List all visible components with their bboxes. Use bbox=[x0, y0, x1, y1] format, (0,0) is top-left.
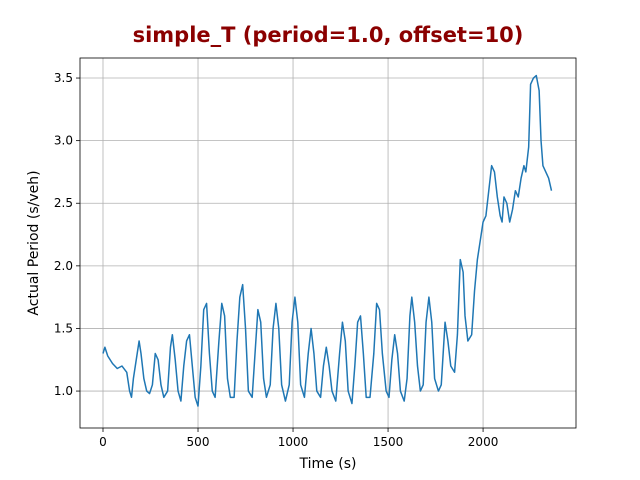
chart-title: simple_T (period=1.0, offset=10) bbox=[133, 23, 524, 47]
y-tick-label: 2.0 bbox=[54, 259, 73, 273]
data-line bbox=[102, 74, 553, 407]
x-tick-label: 0 bbox=[99, 435, 107, 449]
x-tick-label: 1500 bbox=[373, 435, 404, 449]
y-tick-label: 1.5 bbox=[54, 321, 73, 335]
x-tick-label: 2000 bbox=[468, 435, 499, 449]
x-tick-label: 500 bbox=[187, 435, 210, 449]
y-tick-label: 2.5 bbox=[54, 196, 73, 210]
x-tick-label: 1000 bbox=[278, 435, 309, 449]
plot-frame bbox=[79, 57, 577, 429]
y-tick-label: 3.5 bbox=[54, 71, 73, 85]
x-axis-label: Time (s) bbox=[299, 456, 357, 472]
y-tick-label: 1.0 bbox=[54, 384, 73, 398]
y-tick-label: 3.0 bbox=[54, 134, 73, 148]
y-axis-label: Actual Period (s/veh) bbox=[26, 170, 42, 315]
